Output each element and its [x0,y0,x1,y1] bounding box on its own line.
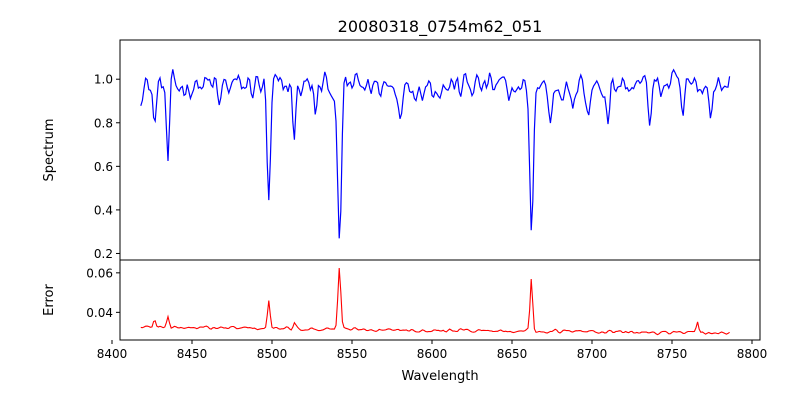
x-axis-label: Wavelength [401,369,478,384]
x-tick-label: 8800 [737,347,768,361]
x-tick-label: 8650 [497,347,528,361]
error-y-tick-label: 0.04 [86,306,113,320]
error-y-tick-label: 0.06 [86,266,113,280]
x-tick-label: 8550 [337,347,368,361]
spectrum-series-line [140,68,731,239]
error-panel: 0.04 0.06 8400 8450 8500 8550 8600 8650 8700 875… [42,259,768,384]
x-tick-label: 8600 [417,347,448,361]
error-series-line [140,267,730,336]
x-tick-label: 8700 [577,347,608,361]
error-y-axis-label: Error [42,284,57,316]
x-tick-label: 8450 [177,347,208,361]
spectrum-y-axis-label: Spectrum [42,119,57,182]
x-tick-label: 8750 [657,347,688,361]
chart-title: 20080318_0754m62_051 [338,17,543,37]
spectrum-y-tick-label: 0.6 [94,160,113,174]
x-tick-label: 8400 [97,347,128,361]
spectrum-y-tick-label: 0.2 [94,247,113,261]
error-plot-frame [119,259,761,341]
spectrum-y-tick-label: 0.4 [94,203,113,217]
spectrum-y-tick-label: 1.0 [94,73,113,87]
spectrum-y-tick-label: 0.8 [94,116,113,130]
x-tick-label: 8500 [257,347,288,361]
